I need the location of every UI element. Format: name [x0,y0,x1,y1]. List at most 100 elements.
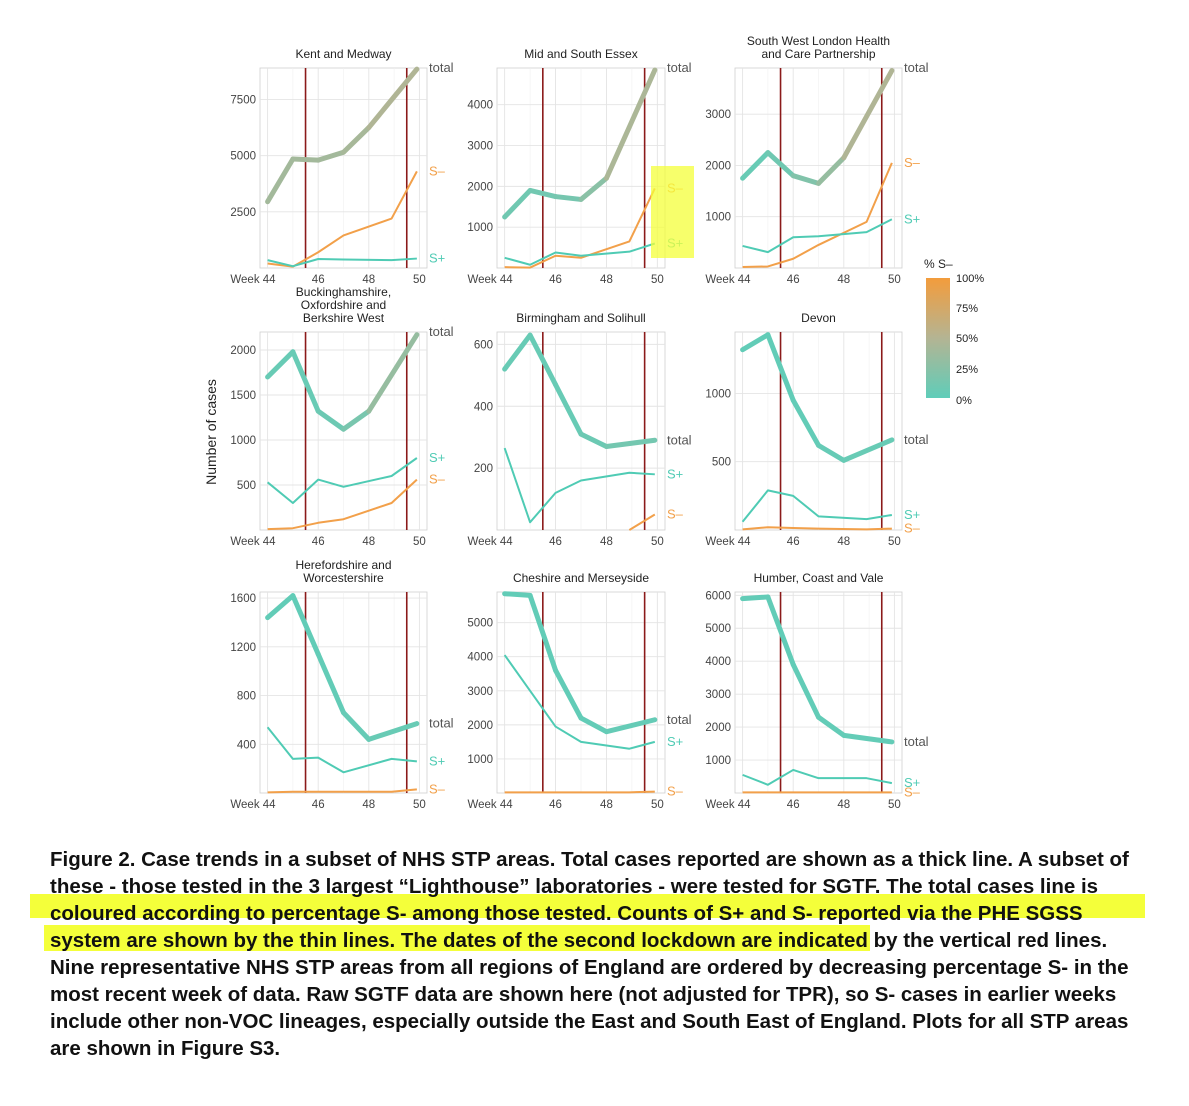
total-line-segment [527,187,559,200]
panel-title: Mid and South Essex [524,47,637,61]
total-line-segment [553,194,584,202]
total-line-segment [578,175,609,202]
s-minus-label: S– [429,781,446,796]
legend-title: % S– [924,257,953,271]
x-tick-label: 48 [600,536,613,548]
y-tick-label: 2500 [230,207,256,219]
x-tick-label: Week 44 [467,274,513,286]
legend-tick-50: 50% [956,333,978,345]
y-tick-label: 400 [237,739,256,751]
x-tick-label: 50 [888,536,901,548]
legend-tick-25: 25% [956,364,978,376]
panel-title: Buckinghamshire, Oxfordshire and Berkshire… [296,285,391,325]
y-tick-label: 5000 [230,151,256,163]
x-tick-label: 46 [787,799,800,811]
legend-tick-0: 0% [956,395,972,407]
x-tick-label: 50 [888,799,901,811]
caption-part-5: The dates of the second lockdown are ind… [50,929,1129,1060]
y-tick-label: 1500 [230,390,256,402]
s-plus-line [503,447,655,524]
s-plus-line [503,654,656,750]
total-line-segment [315,651,346,716]
s-plus-line [742,218,893,254]
x-tick-label: 48 [362,799,375,811]
panel-title-line: Humber, Coast and Vale [754,571,884,585]
total-line-segment [502,591,533,598]
x-tick-label: Week 44 [230,799,276,811]
panel-title: South West London Health and Care Partner… [747,34,890,61]
s-minus-label: S– [429,163,446,178]
total-label: total [904,60,929,75]
total-line-segment [765,594,796,667]
total-label: total [429,324,454,339]
x-tick-label: 48 [837,536,850,548]
x-tick-label: Week 44 [467,536,513,548]
legend-colorbar [926,278,950,398]
total-line-segment [265,349,296,380]
total-line-segment [603,717,658,735]
figure-caption: Figure 2. Case trends in a subset of NHS… [50,846,1150,1062]
x-tick-label: 46 [787,274,800,286]
y-tick-label: 5000 [705,623,731,635]
panel-title: Devon [801,311,836,325]
s-minus-label: S– [667,784,684,799]
total-label: total [667,60,692,75]
highlight-caption-line3 [30,894,1145,918]
panel-title: Humber, Coast and Vale [754,571,884,585]
total-line-segment [553,667,584,721]
panel-title: Birmingham and Solihull [516,311,645,325]
x-tick-label: 48 [837,274,850,286]
total-line-segment [315,408,346,432]
y-tick-label: 6000 [705,590,731,602]
panel-title-line: Kent and Medway [295,47,391,61]
s-plus-line [741,489,893,523]
x-tick-label: 46 [549,274,562,286]
s-plus-label: S+ [667,466,683,481]
y-tick-label: 7500 [230,94,256,106]
total-line-segment [816,714,847,738]
s-minus-line [504,790,655,794]
total-line-segment [816,155,847,186]
s-minus-label: S– [904,521,921,536]
total-line-segment [290,349,321,414]
y-tick-label: 1000 [705,388,731,400]
total-line-segment [841,68,895,161]
s-plus-label: S+ [904,775,920,790]
total-line-segment [790,397,821,448]
total-label: total [429,716,454,731]
y-tick-label: 3000 [467,686,493,698]
y-tick-label: 1000 [467,222,493,234]
s-minus-line [742,162,893,268]
total-label: total [667,712,692,727]
y-tick-label: 4000 [705,656,731,668]
caption-part-1: Figure 2. Case trends in a subset of NHS… [50,848,1129,898]
x-tick-label: 50 [413,536,426,548]
total-line-segment [265,156,296,205]
s-plus-line [742,768,893,786]
s-minus-line [267,478,418,531]
total-line-segment [816,442,847,463]
x-tick-label: 48 [600,274,613,286]
s-plus-label: S+ [667,734,683,749]
x-tick-label: 46 [312,274,325,286]
s-plus-label: S+ [429,251,445,266]
legend: % S– 100% 75% 50% 25% 0% [924,257,984,407]
panel-title: Herefordshire and Worcestershire [295,558,391,585]
y-tick-label: 2000 [230,345,256,357]
caption-part-3: The total cases line is coloured accordi… [50,875,1099,925]
panel-1: 2500 5000 7500 Week 44 46 48 50 total S– S+ Kent a… [230,47,453,286]
total-line-segment [603,437,658,449]
x-tick-label: 46 [312,799,325,811]
total-line-segment [341,125,372,155]
s-plus-label: S+ [429,450,445,465]
total-label: total [904,432,929,447]
s-minus-label: S– [904,784,921,799]
s-plus-label: S+ [429,753,445,768]
panel-title-line: Herefordshire and [295,558,391,572]
y-tick-label: 4000 [467,652,493,664]
s-plus-line [266,457,418,504]
panel-title-line: Worcestershire [303,571,384,585]
highlight-caption-line4 [44,925,870,951]
x-tick-label: 48 [362,274,375,286]
